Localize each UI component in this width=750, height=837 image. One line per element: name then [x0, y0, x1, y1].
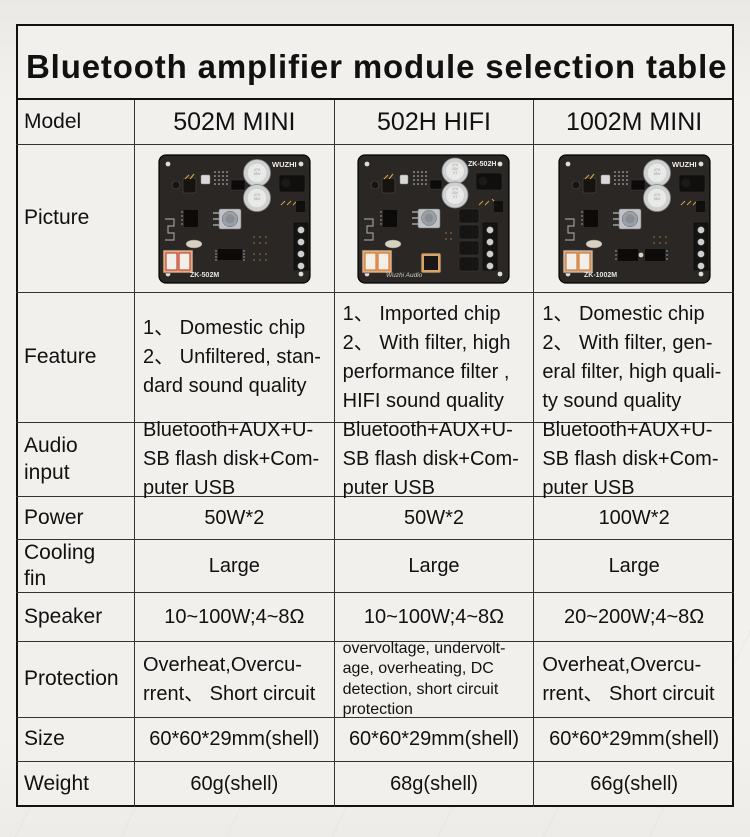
svg-text:Wuzhi Audio: Wuzhi Audio	[386, 272, 423, 279]
svg-text:WUZHI: WUZHI	[672, 160, 697, 169]
svg-text:VT: VT	[453, 195, 458, 199]
svg-text:VT: VT	[453, 171, 458, 175]
svg-text:35V: 35V	[253, 171, 260, 176]
svg-text:35V: 35V	[253, 196, 260, 201]
svg-text:ZK-1002M: ZK-1002M	[584, 272, 617, 279]
svg-text:ZK-502H: ZK-502H	[468, 161, 496, 168]
svg-text:35V: 35V	[653, 171, 660, 176]
svg-text:35V: 35V	[653, 196, 660, 201]
svg-text:WUZHI: WUZHI	[272, 160, 297, 169]
svg-text:ZK-502M: ZK-502M	[190, 272, 219, 279]
